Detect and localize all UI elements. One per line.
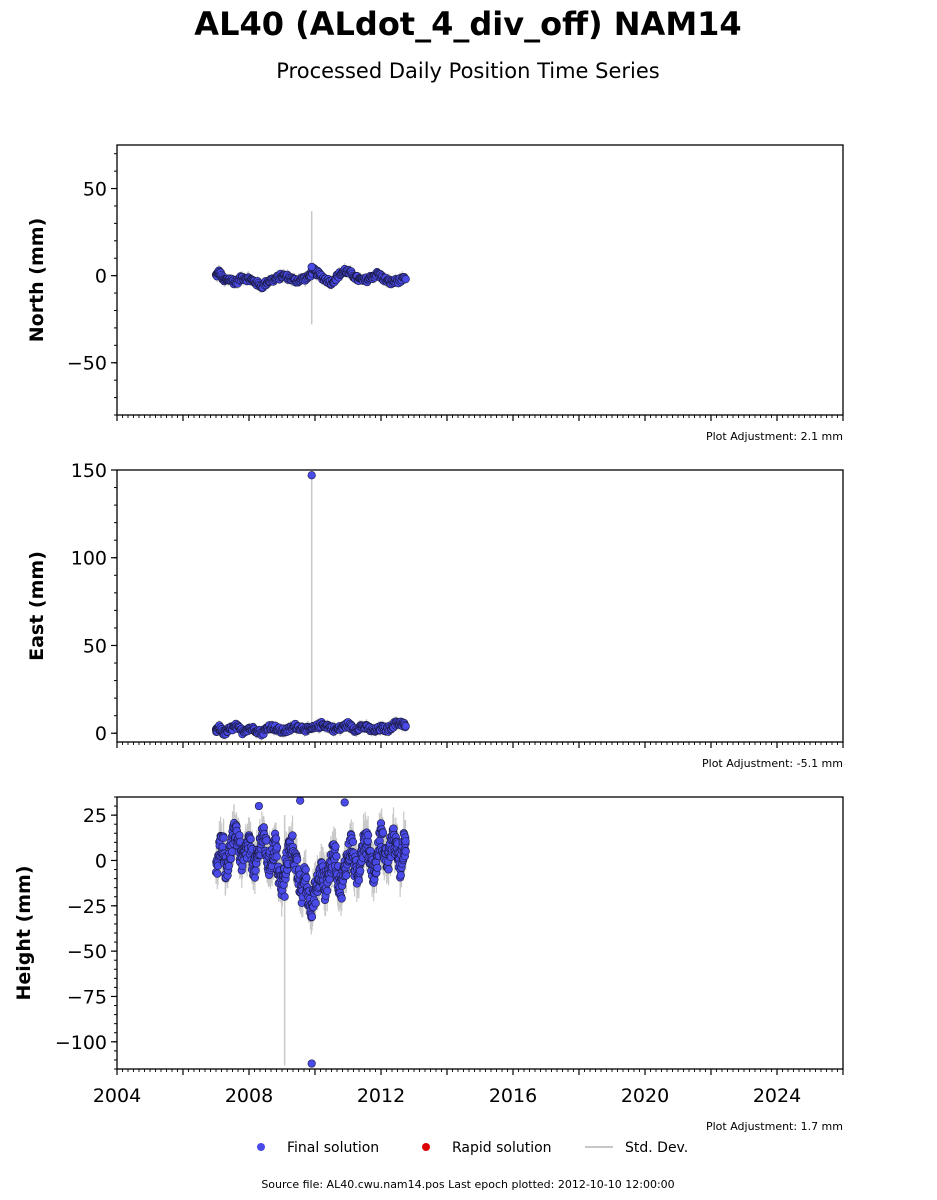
panel-3: 25 0 −25 −50 −75 −100 Height (mm) Plot Adjustme… <box>13 796 844 1133</box>
y-axis-label: North (mm) <box>26 218 48 343</box>
x-tick-label: 2020 <box>621 1085 669 1107</box>
legend-final-marker <box>257 1143 265 1151</box>
y-tick-label: −100 <box>55 1032 107 1054</box>
data-point <box>272 843 282 852</box>
data-point <box>401 722 410 731</box>
data-point <box>302 873 311 882</box>
x-tick-label: 2008 <box>225 1085 273 1107</box>
x-tick-label: 2016 <box>489 1085 537 1107</box>
data-point <box>250 873 260 882</box>
data-point <box>219 833 228 842</box>
y-tick-label: 0 <box>95 850 107 872</box>
y-tick-label: −25 <box>67 896 107 918</box>
data-point <box>280 892 289 901</box>
x-tick-label: 2004 <box>93 1085 141 1107</box>
x-tick-label: 2012 <box>357 1085 405 1107</box>
plot-adjustment-note: Plot Adjustment: 1.7 mm <box>706 1120 843 1133</box>
y-tick-label: −75 <box>67 986 107 1008</box>
data-point <box>356 866 365 876</box>
plot-adjustment-note: Plot Adjustment: 2.1 mm <box>706 430 843 443</box>
panels: 50 0 −50 North (mm) Plot Adjustment: 2.1 mm 1… <box>13 144 844 1133</box>
data-point <box>246 834 255 843</box>
data-point <box>271 834 281 843</box>
data-point <box>307 912 317 921</box>
chart-title: AL40 (ALdot_4_div_off) NAM14 <box>194 5 741 43</box>
data-point <box>401 847 410 856</box>
legend: Final solution Rapid solution Std. Dev. <box>257 1140 688 1156</box>
data-point <box>301 865 310 874</box>
y-tick-label: 100 <box>71 548 107 570</box>
data-point <box>323 886 332 895</box>
data-point <box>307 1059 316 1068</box>
data-point <box>213 869 222 878</box>
data-point <box>307 471 316 480</box>
y-tick-label: 0 <box>95 266 107 288</box>
panel-frame <box>116 469 844 743</box>
plot-area <box>211 797 410 1068</box>
data-point <box>224 861 233 871</box>
legend-rapid-label: Rapid solution <box>452 1140 552 1156</box>
data-point <box>311 899 320 908</box>
y-axis-label: East (mm) <box>26 551 48 661</box>
data-point <box>296 797 305 805</box>
y-axis-label: Height (mm) <box>13 865 35 1000</box>
data-point <box>254 801 263 811</box>
data-point <box>401 275 410 284</box>
y-tick-label: 50 <box>83 635 107 657</box>
data-point <box>337 894 346 903</box>
x-tick-label: 2024 <box>753 1085 801 1107</box>
panel-1: 50 0 −50 North (mm) Plot Adjustment: 2.1 mm <box>26 144 844 443</box>
data-point <box>401 837 410 846</box>
data-point <box>384 865 393 874</box>
plot-adjustment-note: Plot Adjustment: -5.1 mm <box>702 757 843 770</box>
source-footer: Source file: AL40.cwu.nam14.pos Last epo… <box>261 1178 674 1191</box>
y-tick-label: −50 <box>67 353 107 375</box>
legend-rapid-marker <box>422 1143 430 1151</box>
plot-area <box>211 471 410 741</box>
data-point <box>364 831 373 840</box>
data-point <box>378 828 388 837</box>
panel-2: 150 100 50 0 East (mm) Plot Adjustment: -5.1 … <box>26 460 844 770</box>
data-point <box>325 875 334 884</box>
data-point <box>348 837 358 847</box>
y-tick-label: 25 <box>83 805 107 827</box>
chart-subtitle: Processed Daily Position Time Series <box>276 59 660 83</box>
data-point <box>293 855 302 864</box>
data-point <box>259 823 268 832</box>
y-tick-label: −50 <box>67 941 107 963</box>
legend-final-label: Final solution <box>287 1140 379 1156</box>
data-point <box>226 854 235 863</box>
data-point <box>307 262 316 272</box>
data-point <box>332 852 341 861</box>
data-point <box>288 831 297 840</box>
y-tick-label: 50 <box>83 179 107 201</box>
data-point <box>331 842 340 851</box>
data-point <box>396 871 405 880</box>
y-tick-label: 150 <box>71 460 107 482</box>
data-point <box>342 871 351 880</box>
data-point <box>373 863 382 872</box>
data-point <box>251 866 260 875</box>
data-point <box>354 876 363 885</box>
data-point <box>272 852 281 861</box>
y-tick-label: 0 <box>95 723 107 745</box>
legend-stddev-label: Std. Dev. <box>625 1140 688 1156</box>
data-point <box>340 798 349 807</box>
plot-area <box>211 211 410 325</box>
